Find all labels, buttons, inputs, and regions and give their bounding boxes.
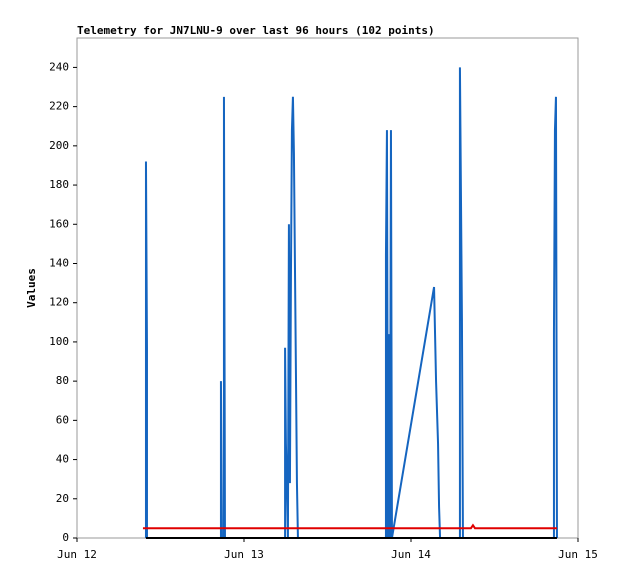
- y-tick-label: 80: [56, 374, 69, 387]
- x-tick-label: Jun 15: [558, 548, 598, 561]
- x-tick-label: Jun 12: [57, 548, 97, 561]
- y-tick-label: 160: [49, 217, 69, 230]
- y-tick-label: 100: [49, 335, 69, 348]
- x-tick-label: Jun 14: [391, 548, 431, 561]
- y-tick-label: 40: [56, 453, 69, 466]
- y-tick-label: 220: [49, 100, 69, 113]
- y-tick-label: 20: [56, 492, 69, 505]
- y-tick-label: 60: [56, 413, 69, 426]
- x-tick-label: Jun 13: [224, 548, 264, 561]
- y-tick-label: 180: [49, 178, 69, 191]
- y-tick-label: 120: [49, 296, 69, 309]
- series-line: [144, 67, 558, 539]
- chart-title: Telemetry for JN7LNU-9 over last 96 hour…: [77, 24, 435, 37]
- y-axis-label: Values: [25, 268, 38, 308]
- y-tick-label: 240: [49, 60, 69, 73]
- y-tick-label: 0: [62, 531, 69, 544]
- series-line: [142, 523, 557, 530]
- y-tick-label: 140: [49, 256, 69, 269]
- y-tick-label: 200: [49, 139, 69, 152]
- plot-area: [76, 37, 579, 539]
